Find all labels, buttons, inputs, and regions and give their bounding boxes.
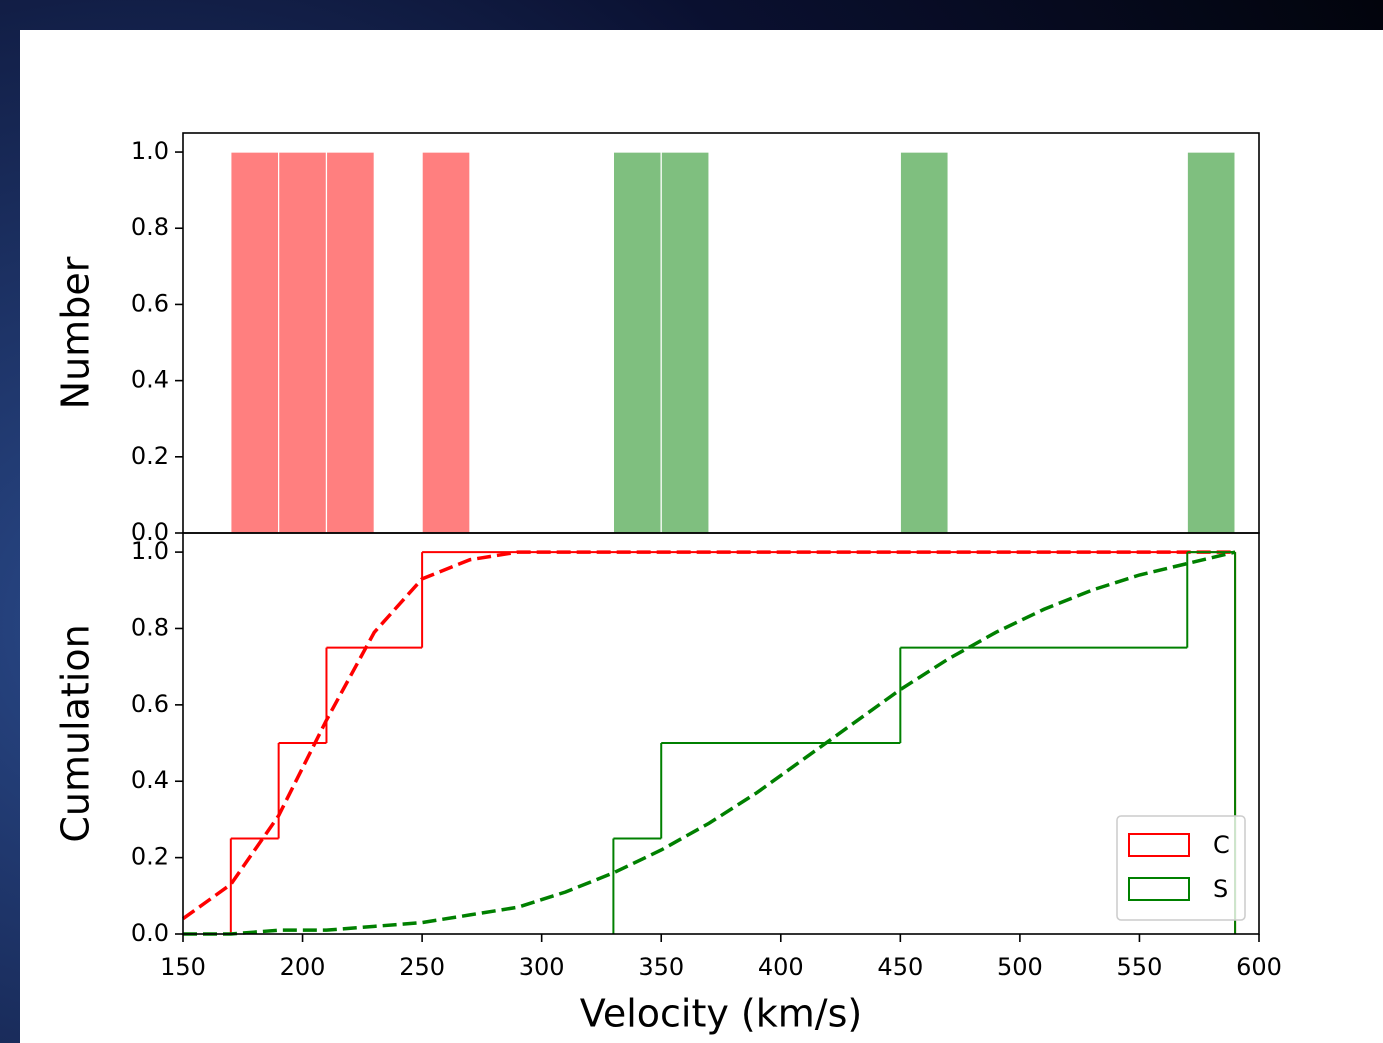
histogram-bar bbox=[660, 151, 710, 534]
y-tick-label: 1.0 bbox=[131, 537, 169, 565]
y-tick-label: 0.0 bbox=[131, 919, 169, 947]
x-tick-label: 350 bbox=[638, 953, 684, 981]
y-tick-label: 0.2 bbox=[131, 843, 169, 871]
y-tick-label: 0.2 bbox=[131, 442, 169, 470]
y-tick-label: 0.8 bbox=[131, 613, 169, 641]
legend-swatch bbox=[1128, 877, 1190, 901]
histogram-bar bbox=[421, 151, 471, 534]
legend-label: S bbox=[1213, 875, 1228, 903]
y-tick-label: 0.4 bbox=[131, 766, 169, 794]
y-tick-label: 0.8 bbox=[131, 213, 169, 241]
fit-curve bbox=[183, 550, 1236, 936]
x-tick-label: 250 bbox=[399, 953, 445, 981]
legend-box bbox=[1116, 815, 1246, 921]
histogram-bar bbox=[1186, 151, 1236, 534]
x-tick-label: 200 bbox=[280, 953, 326, 981]
x-tick-label: 150 bbox=[160, 953, 206, 981]
y-tick-label: 1.0 bbox=[131, 137, 169, 165]
y-tick-label: 0.4 bbox=[131, 366, 169, 394]
x-tick-label: 400 bbox=[758, 953, 804, 981]
x-tick-label: 600 bbox=[1236, 953, 1282, 981]
y-axis-label: Cumulation bbox=[54, 624, 98, 842]
y-tick-label: 0.6 bbox=[131, 690, 169, 718]
x-tick-label: 550 bbox=[1117, 953, 1163, 981]
x-tick-label: 450 bbox=[877, 953, 923, 981]
y-tick-label: 0.6 bbox=[131, 289, 169, 317]
plot-frame bbox=[182, 532, 1260, 935]
histogram-bar bbox=[278, 151, 328, 534]
fit-curve bbox=[181, 550, 1236, 921]
y-axis-label: Number bbox=[54, 256, 98, 409]
histogram-bar bbox=[899, 151, 949, 534]
legend-label: C bbox=[1213, 831, 1230, 859]
histogram-bar bbox=[612, 151, 662, 534]
y-tick-label: 0.0 bbox=[131, 518, 169, 546]
x-tick-label: 500 bbox=[997, 953, 1043, 981]
histogram-bar bbox=[325, 151, 375, 534]
legend-swatch bbox=[1128, 833, 1190, 857]
histogram-bar bbox=[230, 151, 280, 534]
x-axis-label: Velocity (km/s) bbox=[580, 992, 862, 1036]
x-tick-label: 300 bbox=[519, 953, 565, 981]
